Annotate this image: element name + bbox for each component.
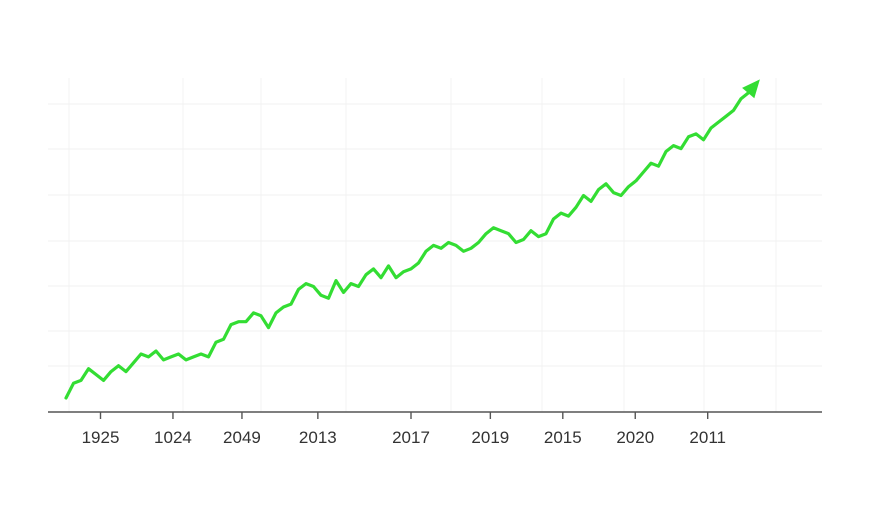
series-arrow-head: [742, 79, 760, 99]
series-line: [64, 82, 758, 400]
grid: [48, 78, 822, 412]
x-axis: [48, 411, 822, 419]
x-tick-label-1: 1024: [154, 428, 192, 447]
x-tick-label-6: 2015: [544, 428, 582, 447]
x-tick-label-3: 2013: [299, 428, 337, 447]
series-group: [64, 79, 760, 400]
x-tick-label-7: 2020: [616, 428, 654, 447]
x-tick-label-8: 2011: [689, 428, 726, 447]
tick-labels: 1925 1024 2049 2013 2017 2019 2015 2020 2011: [82, 428, 726, 447]
x-tick-label-5: 2019: [471, 428, 509, 447]
x-tick-label-2: 2049: [223, 428, 261, 447]
x-tick-label-4: 2017: [392, 428, 430, 447]
x-tick-label-0: 1925: [82, 428, 120, 447]
